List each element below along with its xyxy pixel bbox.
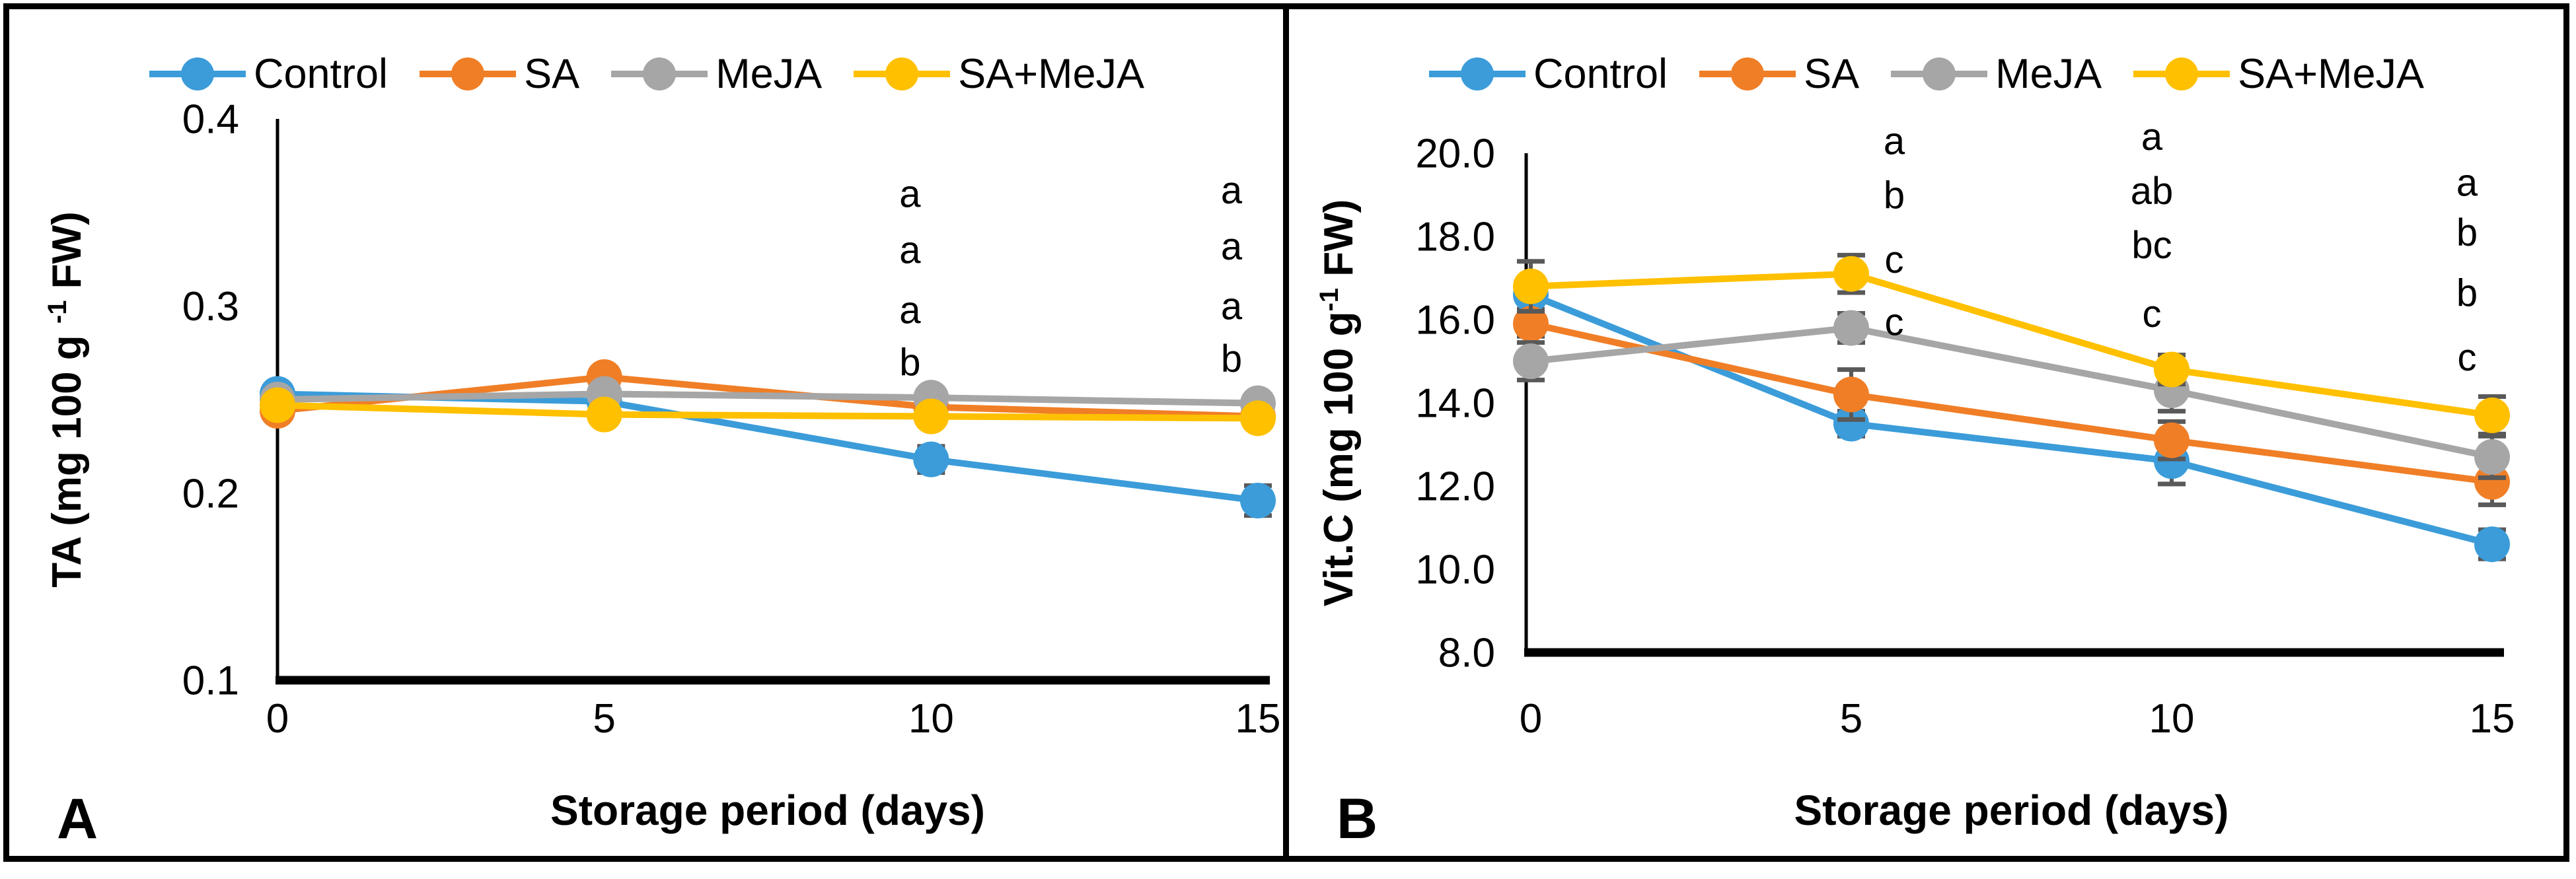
- data-point-marker: [1513, 343, 1549, 379]
- data-point-marker: [1833, 376, 1869, 413]
- sig-letter: a: [1884, 120, 1905, 162]
- x-tick-label: 15: [2470, 696, 2515, 742]
- sig-letter: b: [2456, 211, 2478, 254]
- sig-letter: c: [1885, 300, 1904, 343]
- data-point-marker: [586, 396, 622, 433]
- sig-letter: b: [2456, 271, 2478, 314]
- series-line-SA+MeJA: [277, 402, 1259, 422]
- data-point-marker: [1833, 256, 1869, 292]
- y-tick-label: 10.0: [1415, 547, 1495, 593]
- series-SA: [1513, 306, 2510, 507]
- data-point-marker: [2154, 351, 2190, 388]
- sig-letter: a: [1221, 285, 1243, 328]
- data-point-marker: [913, 441, 949, 477]
- y-tick-label: 0.4: [182, 97, 239, 143]
- y-tick-label: 8.0: [1438, 631, 1495, 676]
- y-tick-label: 12.0: [1415, 464, 1495, 510]
- sig-letter: a: [899, 173, 921, 216]
- x-axis-title: Storage period (days): [550, 787, 985, 834]
- sig-letter: a: [899, 289, 921, 332]
- sig-letter: b: [899, 341, 920, 384]
- data-point-marker: [1240, 400, 1276, 437]
- data-point-marker: [1833, 310, 1869, 346]
- series-SA+MeJA: [1513, 252, 2510, 437]
- y-tick-label: 0.1: [182, 658, 239, 704]
- data-point-marker: [2474, 439, 2510, 475]
- data-point-marker: [913, 398, 949, 435]
- data-point-marker: [1513, 268, 1549, 304]
- y-tick-label: 14.0: [1415, 381, 1495, 427]
- chart-A: 0.4 0.3 0.2 0.1 0 5 10 15 Storage period (days) T…: [43, 97, 1281, 851]
- series-line-MeJA: [277, 390, 1259, 407]
- data-point-marker: [2154, 422, 2190, 458]
- sig-letter: a: [2141, 116, 2163, 158]
- x-tick-label: 5: [1840, 696, 1862, 742]
- data-point-marker: [2474, 397, 2510, 433]
- sig-letter: a: [2456, 161, 2478, 204]
- chart-B: 20.0 18.0 16.0 14.0 12.0 10.0 8.0 0 5 10 15 Storage…: [1315, 116, 2515, 851]
- sig-letter: b: [1884, 174, 1905, 217]
- data-point-marker: [2474, 464, 2510, 500]
- y-tick-label: 18.0: [1415, 215, 1495, 260]
- x-axis-title: Storage period (days): [1794, 787, 2229, 834]
- series-line-SA: [1529, 320, 2493, 485]
- two-panel-figure: 0.4 0.3 0.2 0.1 0 5 10 15 Storage period (days) T…: [3, 3, 2569, 862]
- y-tick-label: 16.0: [1415, 298, 1495, 343]
- panel-letter: B: [1337, 787, 1378, 851]
- series-SA+MeJA: [260, 387, 1276, 437]
- sig-letter: c: [2458, 336, 2477, 379]
- panel-letter: A: [57, 787, 98, 851]
- y-tick-label: 0.3: [182, 284, 239, 330]
- data-point-marker: [1513, 306, 1549, 342]
- sig-letter: a: [1221, 225, 1243, 268]
- sig-letter: a: [1221, 169, 1243, 212]
- panel-B: 20.0 18.0 16.0 14.0 12.0 10.0 8.0 0 5 10 15 Storage…: [1283, 9, 2563, 856]
- sig-letter: ab: [2131, 170, 2174, 213]
- panel-A: 0.4 0.3 0.2 0.1 0 5 10 15 Storage period (days) T…: [9, 9, 1283, 856]
- sig-letter: c: [2143, 293, 2162, 335]
- y-axis-title: TA (mg 100 g -1 FW): [43, 211, 90, 587]
- x-tick-label: 10: [2149, 696, 2195, 742]
- data-point-marker: [1833, 405, 1869, 442]
- x-tick-label: 10: [908, 696, 954, 742]
- data-point-marker: [260, 387, 295, 423]
- sig-letter: c: [1885, 238, 1904, 281]
- series-line-SA+MeJA: [1530, 270, 2493, 419]
- x-tick-label: 0: [1520, 696, 1542, 742]
- sig-letter: bc: [2131, 224, 2172, 267]
- series-line-MeJA: [1530, 324, 2493, 460]
- sig-letter: a: [899, 229, 921, 272]
- sig-letter: b: [1221, 337, 1242, 380]
- data-point-marker: [2474, 526, 2510, 563]
- data-point-marker: [1240, 483, 1276, 518]
- x-tick-label: 5: [593, 696, 615, 742]
- y-tick-label: 0.2: [182, 471, 239, 516]
- x-tick-label: 0: [266, 696, 289, 742]
- y-tick-label: 20.0: [1415, 131, 1495, 177]
- y-axis-title: Vit.C (mg 100 g-1 FW): [1315, 199, 1362, 607]
- x-tick-label: 15: [1235, 696, 1281, 742]
